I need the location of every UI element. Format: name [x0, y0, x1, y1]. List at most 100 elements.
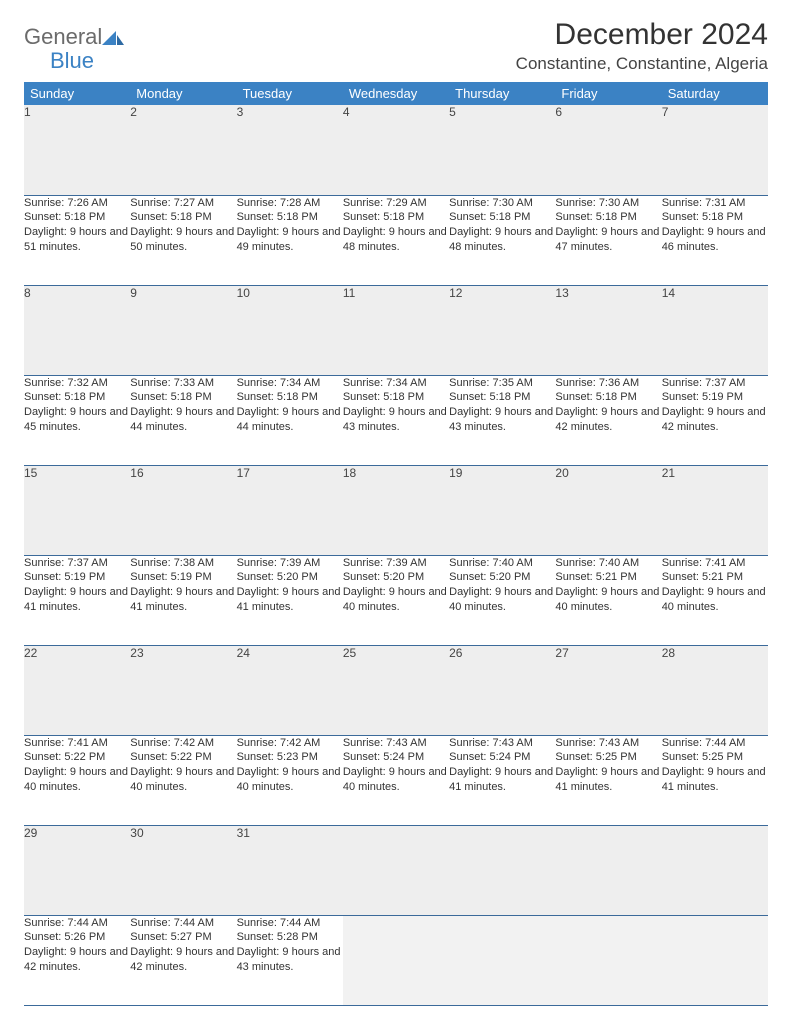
- sunset-line: Sunset: 5:19 PM: [24, 570, 130, 585]
- day-number-cell: 9: [130, 285, 236, 375]
- day-number-cell: 31: [237, 825, 343, 915]
- sunset-line: Sunset: 5:18 PM: [449, 390, 555, 405]
- day-content-cell: Sunrise: 7:30 AMSunset: 5:18 PMDaylight:…: [555, 195, 661, 285]
- daylight-line: Daylight: 9 hours and 43 minutes.: [237, 945, 343, 975]
- sunset-line: Sunset: 5:19 PM: [662, 390, 768, 405]
- day-number-cell: 13: [555, 285, 661, 375]
- day-number-cell: [662, 825, 768, 915]
- sunrise-line: Sunrise: 7:36 AM: [555, 376, 661, 391]
- sunset-line: Sunset: 5:20 PM: [237, 570, 343, 585]
- sunset-line: Sunset: 5:18 PM: [24, 210, 130, 225]
- day-number-cell: 12: [449, 285, 555, 375]
- sunset-line: Sunset: 5:26 PM: [24, 930, 130, 945]
- sunrise-line: Sunrise: 7:29 AM: [343, 196, 449, 211]
- daylight-line: Daylight: 9 hours and 42 minutes.: [130, 945, 236, 975]
- sunset-line: Sunset: 5:18 PM: [130, 210, 236, 225]
- day-number-row: 15161718192021: [24, 465, 768, 555]
- day-number-cell: 25: [343, 645, 449, 735]
- sunset-line: Sunset: 5:20 PM: [343, 570, 449, 585]
- calendar-table: SundayMondayTuesdayWednesdayThursdayFrid…: [24, 82, 768, 1006]
- day-content-cell: [555, 915, 661, 1005]
- day-content-cell: Sunrise: 7:41 AMSunset: 5:21 PMDaylight:…: [662, 555, 768, 645]
- daylight-line: Daylight: 9 hours and 50 minutes.: [130, 225, 236, 255]
- sunrise-line: Sunrise: 7:43 AM: [555, 736, 661, 751]
- day-content-cell: Sunrise: 7:34 AMSunset: 5:18 PMDaylight:…: [237, 375, 343, 465]
- sunrise-line: Sunrise: 7:31 AM: [662, 196, 768, 211]
- sunset-line: Sunset: 5:19 PM: [130, 570, 236, 585]
- weekday-header: Thursday: [449, 82, 555, 105]
- day-content-row: Sunrise: 7:32 AMSunset: 5:18 PMDaylight:…: [24, 375, 768, 465]
- day-number-row: 1234567: [24, 105, 768, 195]
- day-number-cell: [449, 825, 555, 915]
- day-content-row: Sunrise: 7:41 AMSunset: 5:22 PMDaylight:…: [24, 735, 768, 825]
- daylight-line: Daylight: 9 hours and 42 minutes.: [555, 405, 661, 435]
- sunrise-line: Sunrise: 7:39 AM: [237, 556, 343, 571]
- weekday-header: Tuesday: [237, 82, 343, 105]
- day-number-cell: 11: [343, 285, 449, 375]
- sunrise-line: Sunrise: 7:30 AM: [555, 196, 661, 211]
- day-content-cell: Sunrise: 7:39 AMSunset: 5:20 PMDaylight:…: [237, 555, 343, 645]
- day-content-cell: Sunrise: 7:44 AMSunset: 5:26 PMDaylight:…: [24, 915, 130, 1005]
- day-number-cell: 27: [555, 645, 661, 735]
- day-content-cell: Sunrise: 7:42 AMSunset: 5:22 PMDaylight:…: [130, 735, 236, 825]
- day-content-cell: Sunrise: 7:42 AMSunset: 5:23 PMDaylight:…: [237, 735, 343, 825]
- day-number-cell: [555, 825, 661, 915]
- daylight-line: Daylight: 9 hours and 40 minutes.: [343, 585, 449, 615]
- daylight-line: Daylight: 9 hours and 41 minutes.: [662, 765, 768, 795]
- sunrise-line: Sunrise: 7:44 AM: [130, 916, 236, 931]
- day-content-cell: Sunrise: 7:37 AMSunset: 5:19 PMDaylight:…: [24, 555, 130, 645]
- sunset-line: Sunset: 5:25 PM: [662, 750, 768, 765]
- day-number-cell: 30: [130, 825, 236, 915]
- sunset-line: Sunset: 5:22 PM: [130, 750, 236, 765]
- weekday-header: Monday: [130, 82, 236, 105]
- day-content-cell: Sunrise: 7:26 AMSunset: 5:18 PMDaylight:…: [24, 195, 130, 285]
- sunset-line: Sunset: 5:18 PM: [130, 390, 236, 405]
- daylight-line: Daylight: 9 hours and 43 minutes.: [343, 405, 449, 435]
- day-content-cell: Sunrise: 7:34 AMSunset: 5:18 PMDaylight:…: [343, 375, 449, 465]
- day-content-cell: [449, 915, 555, 1005]
- sunrise-line: Sunrise: 7:34 AM: [343, 376, 449, 391]
- sunset-line: Sunset: 5:24 PM: [343, 750, 449, 765]
- sunset-line: Sunset: 5:24 PM: [449, 750, 555, 765]
- daylight-line: Daylight: 9 hours and 41 minutes.: [237, 585, 343, 615]
- day-number-cell: 26: [449, 645, 555, 735]
- day-number-cell: 15: [24, 465, 130, 555]
- day-number-row: 293031: [24, 825, 768, 915]
- header: General Blue December 2024 Constantine, …: [24, 18, 768, 74]
- day-number-cell: 19: [449, 465, 555, 555]
- daylight-line: Daylight: 9 hours and 48 minutes.: [343, 225, 449, 255]
- location: Constantine, Constantine, Algeria: [516, 54, 768, 74]
- day-number-cell: 4: [343, 105, 449, 195]
- sunrise-line: Sunrise: 7:37 AM: [24, 556, 130, 571]
- logo-sail-icon: [102, 29, 124, 50]
- day-content-cell: Sunrise: 7:36 AMSunset: 5:18 PMDaylight:…: [555, 375, 661, 465]
- day-number-row: 891011121314: [24, 285, 768, 375]
- title-block: December 2024 Constantine, Constantine, …: [516, 18, 768, 74]
- sunrise-line: Sunrise: 7:26 AM: [24, 196, 130, 211]
- day-number-cell: 17: [237, 465, 343, 555]
- daylight-line: Daylight: 9 hours and 41 minutes.: [555, 765, 661, 795]
- daylight-line: Daylight: 9 hours and 40 minutes.: [130, 765, 236, 795]
- daylight-line: Daylight: 9 hours and 42 minutes.: [24, 945, 130, 975]
- daylight-line: Daylight: 9 hours and 41 minutes.: [449, 765, 555, 795]
- day-number-cell: 6: [555, 105, 661, 195]
- sunrise-line: Sunrise: 7:39 AM: [343, 556, 449, 571]
- daylight-line: Daylight: 9 hours and 42 minutes.: [662, 405, 768, 435]
- daylight-line: Daylight: 9 hours and 47 minutes.: [555, 225, 661, 255]
- sunrise-line: Sunrise: 7:44 AM: [662, 736, 768, 751]
- day-content-cell: Sunrise: 7:28 AMSunset: 5:18 PMDaylight:…: [237, 195, 343, 285]
- day-content-row: Sunrise: 7:37 AMSunset: 5:19 PMDaylight:…: [24, 555, 768, 645]
- day-number-cell: [343, 825, 449, 915]
- daylight-line: Daylight: 9 hours and 45 minutes.: [24, 405, 130, 435]
- day-content-cell: Sunrise: 7:27 AMSunset: 5:18 PMDaylight:…: [130, 195, 236, 285]
- daylight-line: Daylight: 9 hours and 46 minutes.: [662, 225, 768, 255]
- daylight-line: Daylight: 9 hours and 43 minutes.: [449, 405, 555, 435]
- day-content-cell: Sunrise: 7:33 AMSunset: 5:18 PMDaylight:…: [130, 375, 236, 465]
- daylight-line: Daylight: 9 hours and 41 minutes.: [130, 585, 236, 615]
- day-content-cell: Sunrise: 7:43 AMSunset: 5:24 PMDaylight:…: [343, 735, 449, 825]
- daylight-line: Daylight: 9 hours and 40 minutes.: [449, 585, 555, 615]
- sunrise-line: Sunrise: 7:32 AM: [24, 376, 130, 391]
- day-number-cell: 7: [662, 105, 768, 195]
- day-content-cell: Sunrise: 7:29 AMSunset: 5:18 PMDaylight:…: [343, 195, 449, 285]
- sunrise-line: Sunrise: 7:43 AM: [449, 736, 555, 751]
